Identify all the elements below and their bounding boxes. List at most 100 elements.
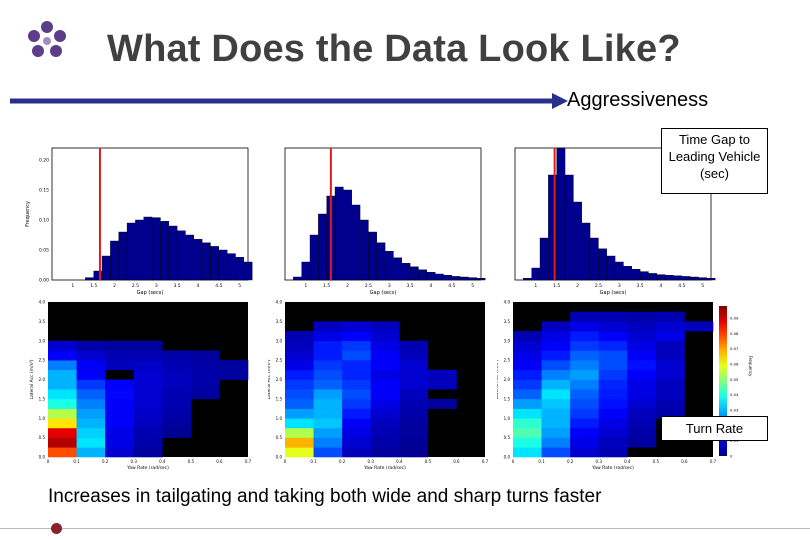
x-tick-label: 0.2 — [339, 459, 346, 464]
heatmap-cell — [399, 369, 429, 380]
y-tick-label: 0.15 — [39, 188, 49, 194]
heatmap-cell — [399, 379, 429, 390]
histogram-bar — [126, 222, 136, 281]
colorbar-tick-label: 0.05 — [730, 377, 739, 382]
heatmap-cell — [627, 311, 657, 322]
colorbar-label: Frequency — [748, 356, 753, 377]
histogram-bar — [689, 276, 699, 281]
heatmap-cell — [313, 408, 343, 419]
heatmap-cell — [598, 427, 628, 438]
y-tick-label: 0.5 — [276, 435, 283, 440]
histogram-bar — [393, 257, 402, 281]
heatmap-cell — [655, 369, 685, 380]
heatmap-cell — [370, 389, 400, 400]
histogram-bar — [639, 271, 649, 281]
heatmap-cell — [541, 437, 571, 448]
heatmap-cell — [655, 408, 685, 419]
heatmap-cell — [399, 447, 429, 458]
heatmap-cell — [48, 408, 77, 419]
heatmap-cell — [313, 360, 343, 371]
histogram-bar — [334, 186, 344, 281]
x-tick-label: 1 — [534, 283, 537, 289]
heatmap-cell — [399, 398, 429, 409]
x-tick-label: 0.7 — [245, 459, 252, 464]
heatmap-cell — [513, 340, 542, 351]
y-tick-label: 2.0 — [276, 377, 283, 382]
y-tick-label: 1.0 — [276, 416, 283, 421]
heatmap-cell — [399, 389, 429, 400]
heatmap-cell — [598, 360, 628, 371]
histogram-bar — [309, 234, 319, 281]
x-tick-label: 0.6 — [216, 459, 223, 464]
heatmap-cell — [370, 398, 400, 409]
y-tick-label: 0.0 — [276, 455, 283, 460]
heatmap-cell — [190, 360, 220, 371]
colorbar-tick-label: 0.07 — [730, 346, 739, 351]
x-tick-label: 0 — [284, 459, 287, 464]
heatmap-cell — [399, 360, 429, 371]
heatmap-cell — [190, 389, 220, 400]
colorbar-tick-label: 0.09 — [730, 316, 739, 321]
x-tick-label: 2 — [113, 283, 116, 289]
heatmap-cell — [133, 408, 163, 419]
histogram-bar — [698, 277, 708, 281]
heatmap-cell — [285, 427, 314, 438]
histogram-bar — [101, 255, 111, 281]
histogram-bar — [631, 268, 641, 281]
heatmap-cell — [342, 379, 372, 390]
colorbar-tick-label: 0.08 — [730, 331, 739, 336]
heatmap-cell — [48, 418, 77, 429]
heatmap-cell — [570, 311, 600, 322]
heatmap-cell — [513, 427, 542, 438]
heatmap-cell — [627, 369, 657, 380]
heatmap-cell — [427, 398, 457, 409]
heatmap-cell — [655, 398, 685, 409]
time-gap-callout-line-1: Time Gap to — [678, 132, 751, 147]
heatmap-cell — [133, 379, 163, 390]
heatmap-cell — [285, 398, 314, 409]
aggressiveness-arrow — [10, 93, 568, 109]
heatmap-cell — [541, 350, 571, 361]
histogram-bar — [656, 274, 666, 281]
heatmap-cell — [285, 418, 314, 429]
heatmap-cell — [219, 360, 249, 371]
x-tick-label: 0.1 — [73, 459, 80, 464]
histogram-bar — [459, 276, 469, 281]
x-tick-label: 0.5 — [188, 459, 195, 464]
heatmap-cell — [285, 331, 314, 342]
histogram-bar — [193, 238, 203, 281]
footer-dot — [51, 523, 62, 534]
heatmap-cell — [541, 427, 571, 438]
x-tick-label: 0.1 — [538, 459, 545, 464]
slide-caption: Increases in tailgating and taking both … — [48, 486, 602, 507]
x-tick-label: 3 — [155, 283, 158, 289]
colorbar-tick-label: 0 — [730, 454, 733, 459]
histogram-bar — [368, 231, 377, 281]
heatmap-cell — [513, 447, 542, 458]
heatmap-cell — [541, 340, 571, 351]
heatmap-cell — [190, 350, 220, 361]
heatmap-cell — [190, 369, 220, 380]
x-tick-label: 2.5 — [365, 283, 372, 289]
heatmap-cell — [627, 427, 657, 438]
heatmap-cell — [313, 447, 343, 458]
histogram-bar — [573, 201, 582, 281]
y-tick-label: 1.0 — [39, 416, 46, 421]
heatmap-cell — [162, 350, 192, 361]
x-tick-label: 3.5 — [637, 283, 644, 289]
histogram-bar — [426, 271, 436, 281]
time-gap-callout-line-3: (sec) — [700, 166, 729, 181]
heatmap-cell — [105, 418, 135, 429]
heatmap-cell — [285, 437, 314, 448]
heatmap-cell — [570, 408, 600, 419]
heatmap-cell — [105, 427, 135, 438]
heatmap-cell — [370, 447, 400, 458]
histogram-bar — [539, 237, 549, 281]
x-tick-label: 5 — [701, 283, 704, 289]
histogram-bar — [556, 147, 566, 281]
heatmap-cell — [342, 321, 372, 332]
heatmap-cell — [399, 340, 429, 351]
heatmap-cell — [133, 447, 163, 458]
heatmap-cell — [627, 331, 657, 342]
heatmap-cell — [598, 331, 628, 342]
